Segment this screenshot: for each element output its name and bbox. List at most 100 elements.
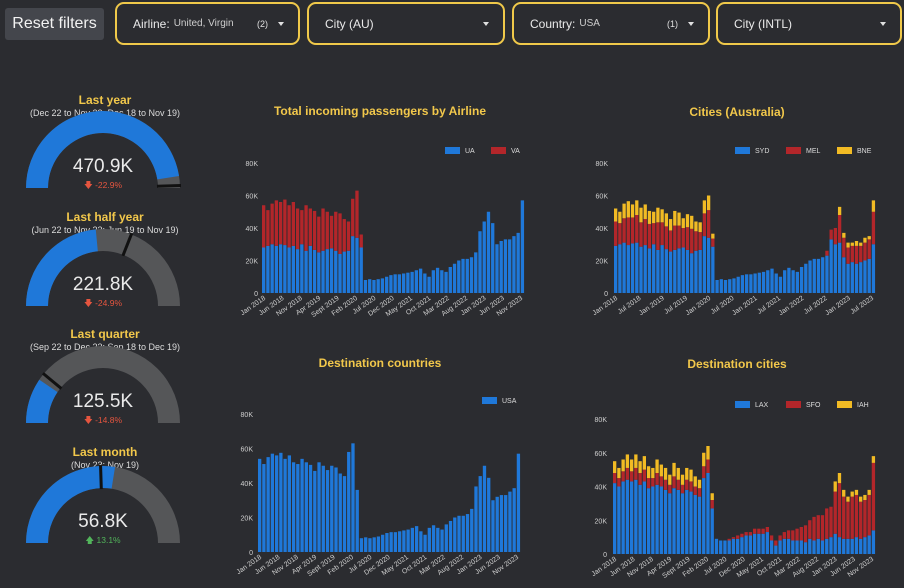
bar-va <box>351 198 355 237</box>
y-tick-label: 80K <box>241 412 254 419</box>
bar-usa <box>300 458 304 552</box>
bar-sfo <box>786 530 791 539</box>
y-tick-label: 0 <box>603 552 607 559</box>
bar-iah <box>672 462 676 477</box>
bar-lax <box>663 489 668 554</box>
bar-ua <box>262 247 266 293</box>
reset-filters-button[interactable]: Reset filters <box>5 8 104 40</box>
bar-lax <box>808 538 812 554</box>
bar-syd <box>643 245 647 293</box>
gauge-value: 221.8K <box>72 274 134 295</box>
bar-sfo <box>854 494 859 538</box>
bar-mel <box>681 228 685 248</box>
city-intl-filter-label: City (INTL) <box>734 16 792 31</box>
bar-lax <box>680 493 685 554</box>
bar-lax <box>842 538 846 554</box>
airline-filter-dropdown[interactable]: Airline: United, Virgin (2) <box>115 2 300 45</box>
bar-ua <box>508 239 512 293</box>
bar-ua <box>431 270 435 293</box>
y-tick-label: 80K <box>595 417 608 424</box>
bar-sfo <box>795 528 799 541</box>
bar-lax <box>629 481 634 554</box>
bar-va <box>287 205 291 248</box>
gauge-arc <box>26 111 182 189</box>
bar-lax <box>799 540 803 554</box>
bar-bne <box>863 237 867 243</box>
bar-usa <box>393 532 398 552</box>
y-tick-label: 20K <box>241 516 254 523</box>
bar-sfo <box>613 473 617 484</box>
bar-usa <box>495 496 499 552</box>
bar-ua <box>512 236 516 293</box>
bar-lax <box>651 486 655 554</box>
bar-va <box>317 216 321 253</box>
legend-label: SFO <box>806 402 821 409</box>
bar-mel <box>859 245 863 263</box>
city-intl-filter-dropdown[interactable]: City (INTL) <box>716 2 902 45</box>
bar-syd <box>706 237 711 293</box>
bar-bne <box>647 210 652 224</box>
bar-syd <box>614 245 618 293</box>
bar-bne <box>622 203 626 219</box>
bar-lax <box>625 479 630 554</box>
gauge-target-marker <box>99 464 103 490</box>
bar-bne <box>867 236 871 240</box>
bar-sfo <box>727 538 731 541</box>
legend-label: SYD <box>755 148 769 155</box>
bar-bne <box>643 204 647 220</box>
gauge-delta-value: -24.9% <box>95 298 123 308</box>
bar-bne <box>656 207 660 223</box>
bar-mel <box>702 213 707 237</box>
bar-bne <box>677 212 681 226</box>
bar-syd <box>711 246 715 293</box>
bar-usa <box>325 470 330 552</box>
bar-usa <box>317 462 321 552</box>
country-filter-dropdown[interactable]: Country: USA (1) <box>512 2 710 45</box>
y-tick-label: 20K <box>595 518 608 525</box>
bar-syd <box>668 251 673 293</box>
bar-lax <box>816 538 820 554</box>
bar-syd <box>677 248 681 293</box>
bar-usa <box>330 465 334 552</box>
bar-ua <box>266 245 270 293</box>
bar-ua <box>308 245 312 293</box>
bar-ua <box>478 231 482 293</box>
gauge-title: Last year <box>78 93 132 107</box>
bar-mel <box>863 242 867 261</box>
country-filter-value: USA <box>579 18 600 29</box>
bar-iah <box>613 461 617 473</box>
bar-ua <box>410 271 414 293</box>
bar-sfo <box>706 459 710 473</box>
bar-mel <box>656 222 660 250</box>
legend-swatch <box>735 147 750 154</box>
bar-mel <box>622 218 626 243</box>
bar-mel <box>618 223 622 245</box>
bar-iah <box>689 469 693 482</box>
bar-mel <box>871 211 876 245</box>
chart-title-airline: Total incoming passengers by Airline <box>273 104 487 118</box>
bar-ua <box>482 221 486 293</box>
bar-ua <box>270 244 274 293</box>
bar-sfo <box>829 506 833 538</box>
bar-iah <box>638 461 642 473</box>
bar-lax <box>829 537 833 554</box>
bar-sfo <box>668 484 672 494</box>
bar-syd <box>681 247 685 293</box>
bar-syd <box>618 244 622 293</box>
bar-sfo <box>702 466 706 479</box>
bar-va <box>304 205 308 251</box>
bar-va <box>338 213 342 254</box>
bar-iah <box>655 459 659 473</box>
gauge-arc <box>26 464 180 544</box>
bar-usa <box>465 514 470 552</box>
bar-iah <box>697 479 702 489</box>
bar-lax <box>719 540 723 554</box>
bar-ua <box>499 241 503 293</box>
bar-syd <box>867 258 871 293</box>
y-tick-label: 80K <box>246 161 259 168</box>
city-au-filter-dropdown[interactable]: City (AU) <box>307 2 505 45</box>
bar-ua <box>393 274 397 293</box>
bar-lax <box>867 535 871 554</box>
bar-lax <box>765 532 770 554</box>
